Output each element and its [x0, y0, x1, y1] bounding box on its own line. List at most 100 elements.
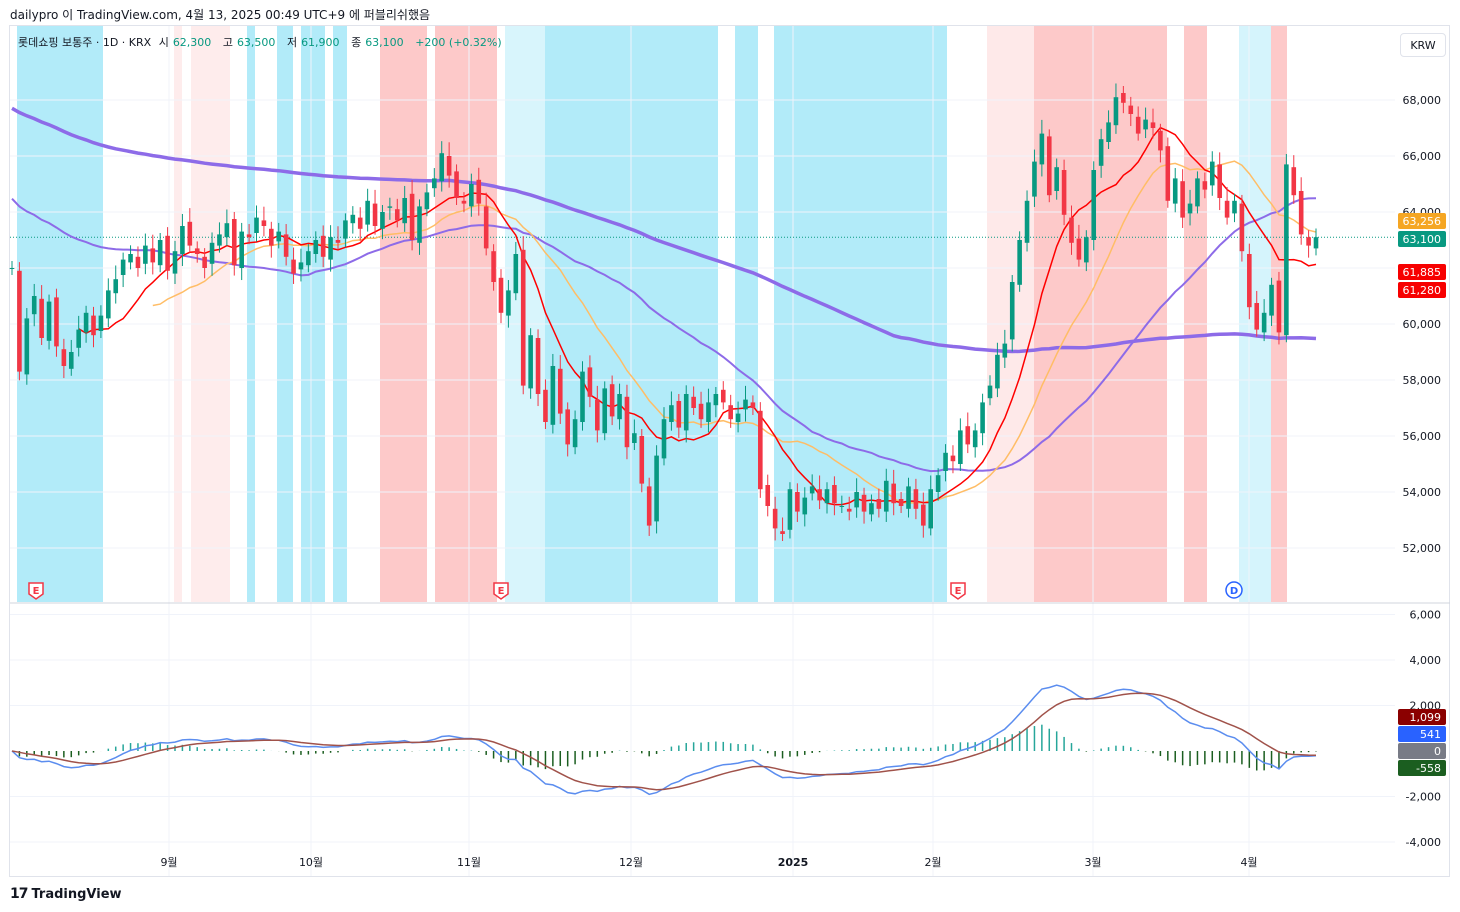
candle-body	[83, 312, 89, 333]
macd-badge-bg	[1398, 760, 1446, 776]
candle-body	[202, 256, 207, 268]
candles	[9, 83, 1319, 541]
candle-body	[298, 262, 304, 270]
candle-body	[750, 402, 756, 408]
candle-body	[557, 368, 563, 414]
candle-body	[839, 506, 845, 507]
candle-body	[380, 212, 385, 229]
candle-body	[1143, 119, 1148, 130]
candle-body	[595, 399, 600, 431]
candle-body	[572, 419, 578, 448]
candle-body	[172, 251, 178, 274]
candle-body	[1061, 170, 1067, 215]
candle-body	[1239, 203, 1245, 252]
candle-body	[283, 234, 289, 257]
event-marker-label: D	[1230, 586, 1238, 597]
candle-body	[1298, 191, 1304, 235]
highlight-band	[735, 26, 758, 602]
candle-body	[609, 384, 615, 417]
time-tick-label: 2월	[924, 856, 941, 869]
candle-body	[291, 259, 296, 274]
candle-body	[550, 366, 556, 425]
candle-body	[1165, 146, 1171, 201]
candle-body	[980, 402, 985, 434]
highlight-band	[435, 26, 497, 602]
macd-signal-line	[11, 692, 1317, 791]
candle-body	[943, 452, 948, 471]
publish-info: dailypro 이 TradingView.com, 4월 13, 2025 …	[10, 8, 431, 22]
candle-body	[1209, 161, 1215, 186]
candle-body	[469, 184, 474, 207]
macd-pane	[11, 684, 1317, 796]
time-tick-label: 9월	[160, 856, 177, 869]
time-tick-label: 4월	[1240, 856, 1257, 869]
candle-body	[180, 226, 185, 254]
candle-body	[506, 290, 511, 316]
time-tick-label: 11월	[457, 856, 481, 869]
candle-body	[898, 499, 904, 506]
candle-body	[143, 245, 148, 264]
candle-body	[387, 206, 393, 208]
price-badge-bg	[1398, 213, 1446, 229]
candle-body	[780, 531, 785, 534]
candle-body	[365, 200, 370, 225]
macd-badge: 1,099	[1410, 711, 1442, 724]
candle-body	[1217, 164, 1222, 198]
price-badge: 63,256	[1403, 215, 1442, 228]
candle-body	[743, 399, 748, 410]
candle-body	[454, 171, 459, 198]
event-marker-label: E	[498, 586, 505, 597]
symbol-title[interactable]: 롯데쇼핑 보통주 · 1D · KRX	[18, 36, 152, 49]
candle-body	[1172, 178, 1178, 204]
candle-body	[1158, 130, 1163, 151]
macd-badge: 0	[1434, 745, 1441, 758]
candle-body	[269, 228, 274, 246]
time-tick-label: 2025	[778, 856, 809, 869]
highlight-band	[247, 26, 255, 602]
candle-body	[394, 209, 400, 221]
close-value: 63,100	[365, 36, 404, 49]
currency-button[interactable]: KRW	[1400, 33, 1446, 57]
candle-body	[587, 367, 593, 397]
low-value: 61,900	[301, 36, 340, 49]
candle-body	[91, 315, 96, 336]
candle-body	[802, 497, 808, 515]
candle-body	[76, 329, 81, 348]
candle-body	[9, 268, 15, 269]
candle-body	[357, 217, 363, 229]
candle-body	[654, 455, 659, 522]
candle-body	[639, 436, 645, 484]
candle-body	[432, 178, 437, 189]
candle-body	[335, 240, 341, 243]
candle-body	[446, 156, 452, 176]
candle-body	[1224, 200, 1230, 218]
candle-body	[409, 193, 415, 240]
candle-body	[1247, 254, 1252, 308]
candle-body	[669, 405, 674, 422]
candle-body	[461, 200, 467, 204]
macd-badge: -558	[1416, 762, 1441, 775]
macd-tick-label: 4,000	[1410, 654, 1442, 667]
candle-body	[565, 409, 570, 445]
candle-body	[1039, 133, 1045, 165]
macd-badge-bg	[1398, 743, 1446, 759]
time-tick-label: 12월	[619, 856, 643, 869]
earnings-marker-icon	[950, 582, 966, 600]
candle-body	[965, 426, 971, 445]
candle-body	[1202, 181, 1208, 190]
candle-body	[772, 508, 778, 529]
candle-body	[350, 214, 356, 224]
candle-body	[1261, 312, 1267, 333]
candle-body	[1195, 178, 1200, 207]
candle-body	[580, 371, 585, 422]
candle-body	[246, 234, 252, 238]
candle-body	[1017, 240, 1022, 285]
candle-body	[194, 248, 200, 254]
candle-body	[417, 206, 422, 243]
time-tick-label: 3월	[1084, 856, 1101, 869]
candle-body	[535, 338, 541, 394]
highlight-band	[174, 26, 182, 602]
tradingview-brand[interactable]: 17 TradingView	[10, 886, 122, 902]
macd-tick-label: 6,000	[1410, 609, 1442, 622]
